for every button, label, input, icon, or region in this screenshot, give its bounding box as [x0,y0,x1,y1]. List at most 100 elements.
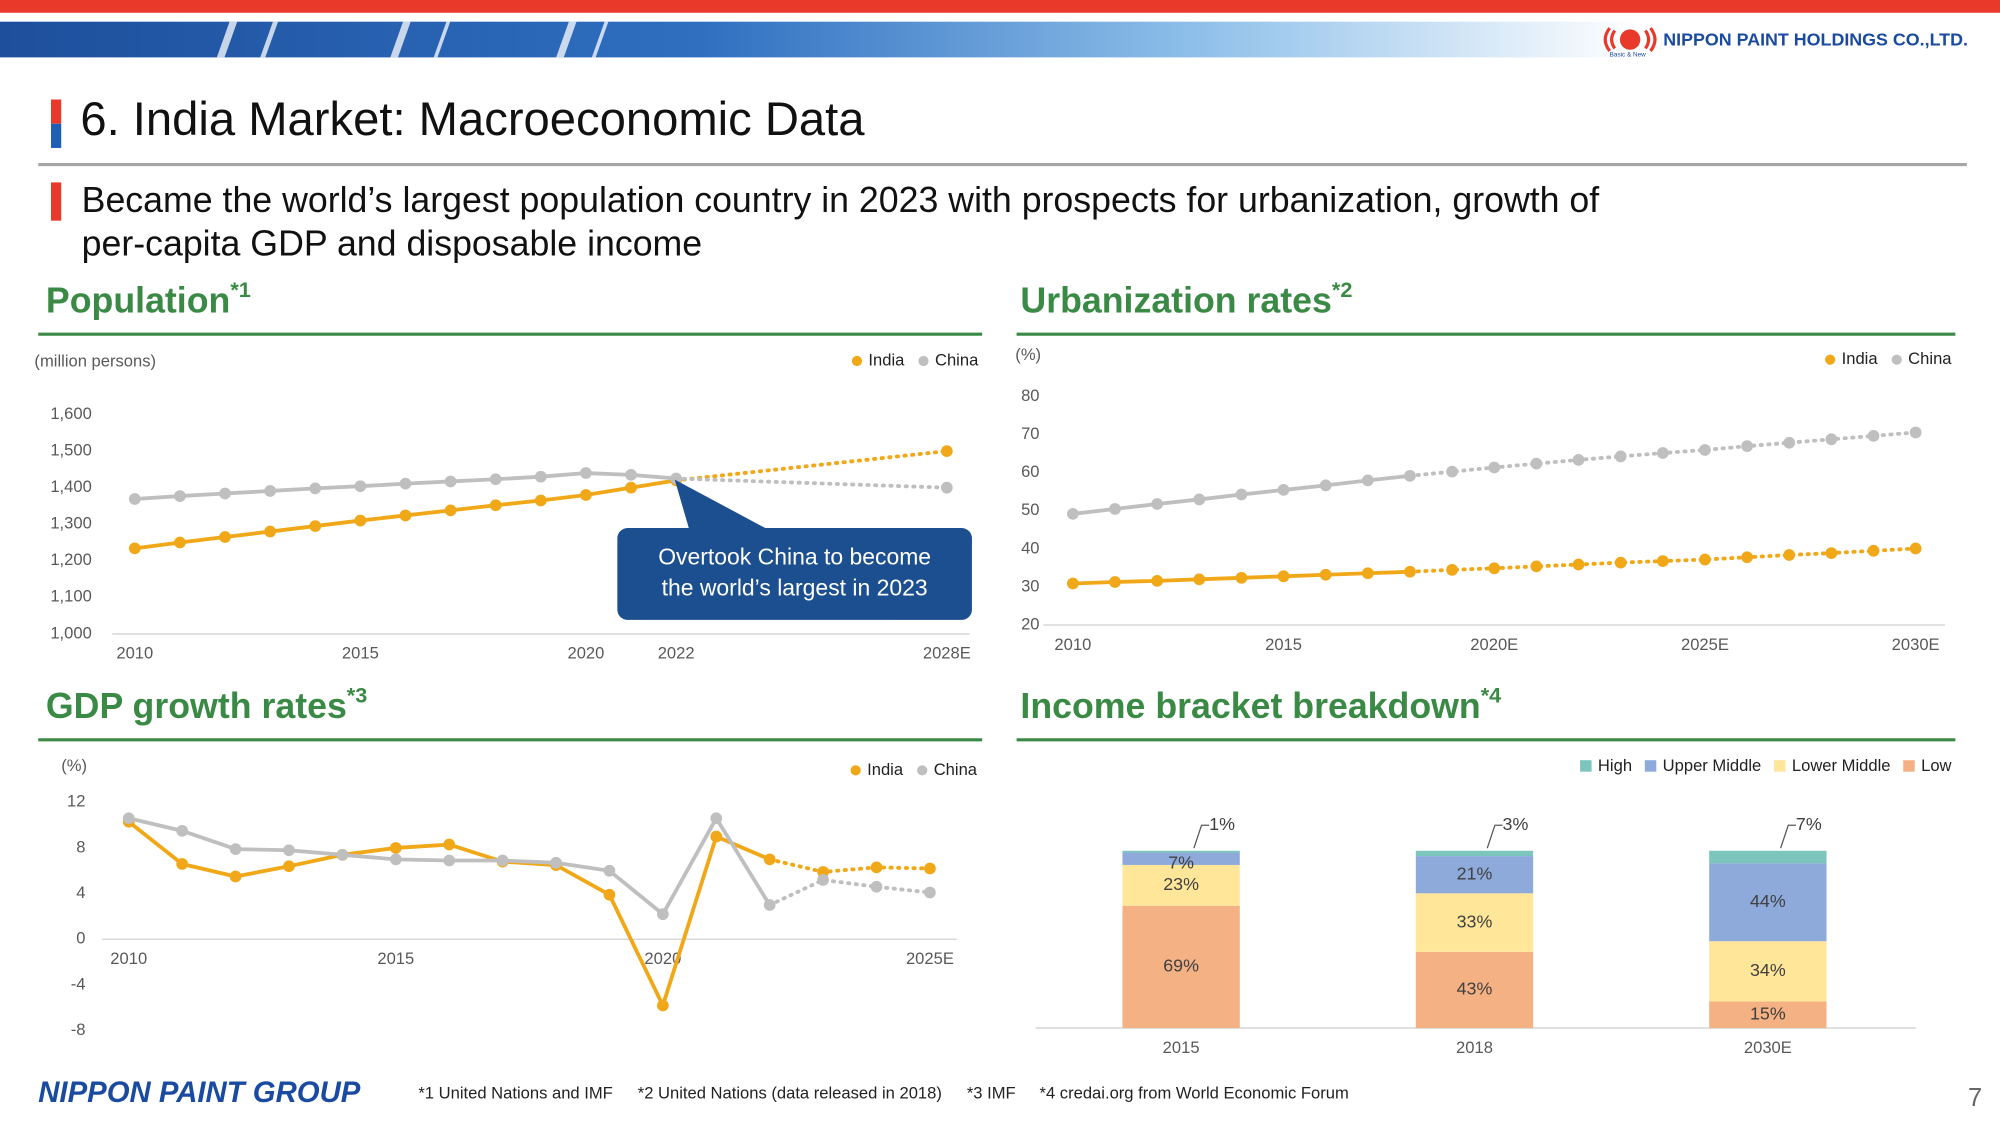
projection-line [767,877,932,907]
legend-marker [917,765,928,776]
data-point [1151,574,1164,587]
data-point [670,472,683,485]
data-point [1909,426,1922,439]
leader-line [1193,824,1210,849]
legend-label: India [867,760,904,779]
bar-value-label: 69% [1163,956,1199,976]
x-tick-label: 2015 [342,644,379,663]
data-point [1656,555,1669,567]
y-tick-label: 1,400 [50,477,92,496]
y-tick-label: 12 [67,792,85,811]
legend-label: Lower Middle [1792,756,1891,775]
bar-segment [1709,850,1827,864]
data-point [444,475,457,488]
data-point [443,838,456,851]
data-point [1741,440,1753,453]
data-point [336,848,349,861]
data-point [264,485,277,497]
data-point [489,499,502,512]
callout-box [617,528,972,620]
leader-line [1486,824,1503,849]
y-tick-label: 1,000 [50,623,92,642]
data-point [444,504,457,517]
bar-segment [1415,951,1534,1029]
data-point [1909,542,1922,555]
data-point [399,509,412,522]
data-point [763,899,776,911]
data-point [1319,568,1332,581]
data-point [710,830,723,843]
y-tick-label: 1,600 [50,404,92,423]
data-point [309,482,322,495]
callout-text: Overtook China to become [658,544,931,570]
footnote: *3 IMF [967,1084,1016,1103]
bar-value-label: 34% [1750,960,1786,980]
data-point [176,824,189,837]
data-point [128,542,141,555]
data-point [122,812,135,825]
bar-value-label: 21% [1457,863,1493,883]
data-point [264,525,277,538]
data-point [534,494,547,507]
data-point [924,886,936,899]
projection-line [674,476,949,490]
legend-marker [918,355,929,367]
legend-marker [1825,354,1836,365]
data-point [489,473,502,486]
chart-note-ref: *1 [230,277,251,302]
x-tick-label: 2030E [1744,1038,1792,1057]
bar-segment [1415,893,1534,952]
y-tick-label: 40 [1021,538,1039,557]
chart-title: Income bracket breakdown*4 [1020,682,1501,726]
subtitle-line: per-capita GDP and disposable income [82,224,703,264]
y-tick-label: 20 [1021,614,1039,633]
data-point [1699,444,1711,456]
data-point [817,874,829,886]
unit-label: (%) [1015,345,1041,364]
bar-value-label: 43% [1457,979,1493,999]
data-point [603,864,616,877]
chart-note-ref: *3 [347,682,367,707]
data-point [1741,551,1753,564]
data-point [229,870,242,883]
x-tick-label: 2020 [567,644,604,663]
bar-segment [1122,864,1240,906]
bar-value-label: 7% [1168,853,1194,873]
data-point [870,861,883,874]
title-marker [51,123,62,148]
x-tick-label: 2030E [1892,635,1940,654]
data-point [1066,508,1079,520]
bar-segment [1709,1001,1827,1029]
data-point [1867,544,1880,557]
data-point [1193,573,1206,586]
data-point [580,467,592,479]
data-point [1319,479,1332,492]
legend-label: High [1598,756,1632,775]
legend-label: China [1908,349,1952,368]
legend-label: India [868,350,905,369]
y-tick-label: 70 [1021,424,1039,443]
x-tick-label: 2018 [1456,1038,1493,1057]
data-point [1235,488,1248,501]
y-tick-label: 1,200 [50,550,92,569]
bar-value-label: 33% [1457,911,1493,931]
data-point [496,854,509,867]
data-point [1867,430,1880,442]
y-tick-label: 1,300 [50,514,92,533]
y-tick-label: 4 [76,883,85,902]
bar-value-label: 15% [1750,1003,1786,1023]
footnote: *4 credai.org from World Economic Forum [1040,1084,1349,1103]
legend-marker [1891,354,1902,365]
x-tick-label: 2015 [1163,1038,1200,1057]
y-tick-label: -4 [71,974,86,993]
bar-value-label: 7% [1796,814,1822,834]
band-slits [216,21,609,58]
data-point [1783,549,1796,561]
logo-mark [1603,27,1657,52]
x-tick-label: 2015 [377,949,414,968]
data-point [924,862,936,875]
data-point [1783,436,1796,449]
data-point [1361,567,1374,580]
